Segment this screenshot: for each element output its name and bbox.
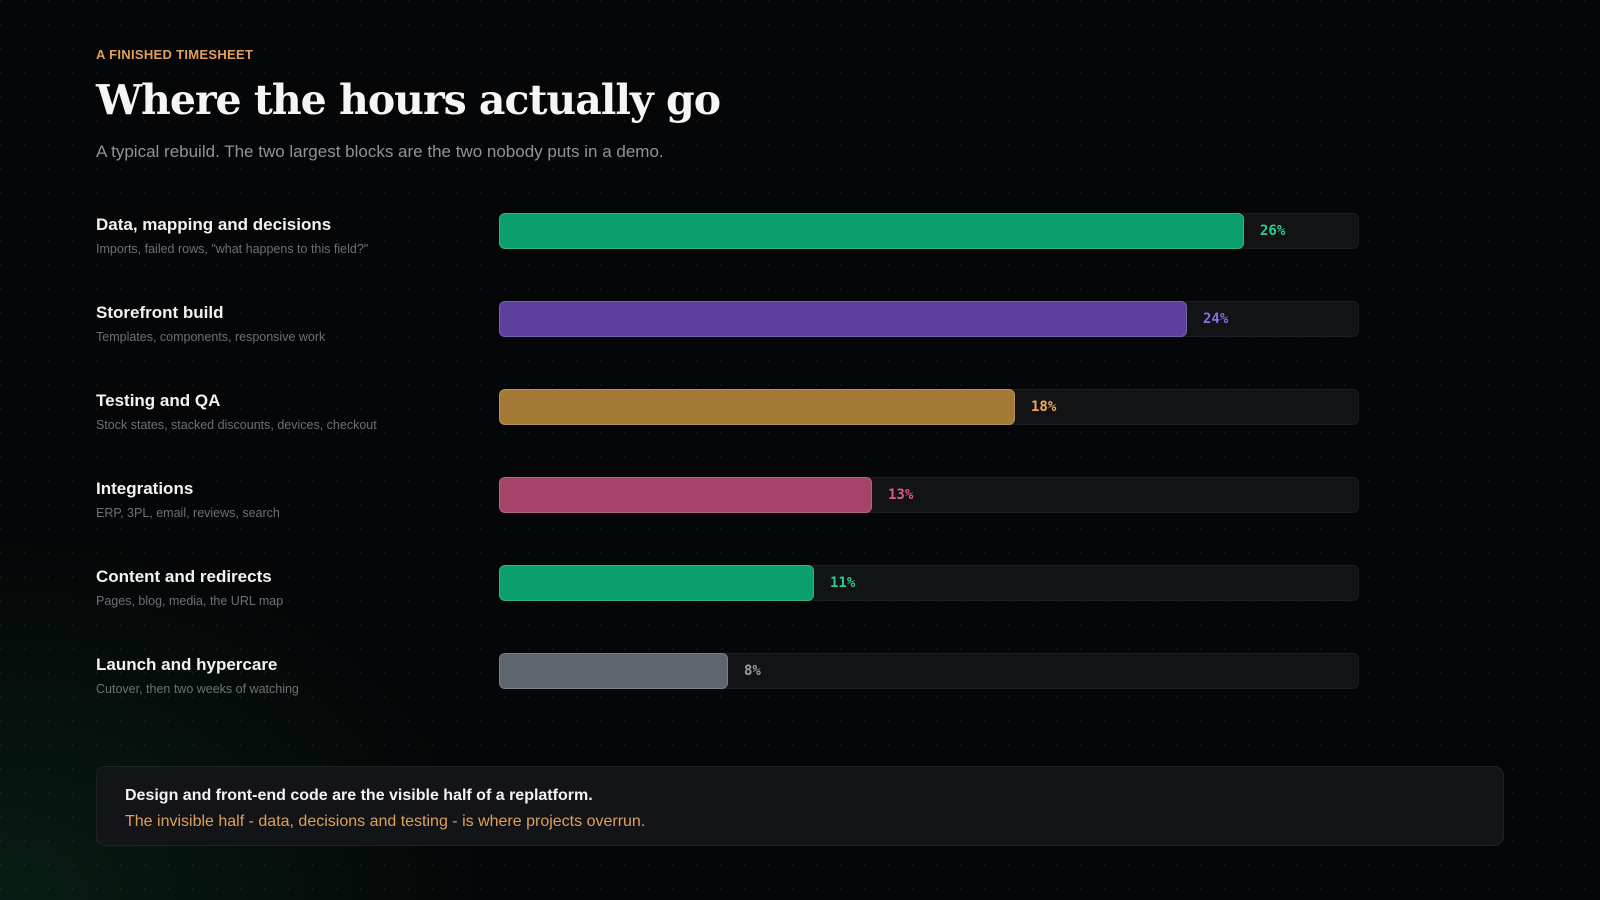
value-label: 11% [830, 575, 856, 591]
category-description: Stock states, stacked discounts, devices… [96, 418, 377, 432]
bar-track: 18% [499, 389, 1359, 425]
callout-detail: The invisible half - data, decisions and… [125, 813, 646, 830]
value-label: 8% [744, 663, 761, 679]
category-description: Imports, failed rows, "what happens to t… [96, 242, 369, 256]
bar [499, 477, 872, 513]
bar [499, 653, 728, 689]
category-label: Integrations [96, 479, 194, 498]
bar-track: 13% [499, 477, 1359, 513]
chart-row: Storefront build Templates, components, r… [96, 300, 1361, 388]
page-subtitle: A typical rebuild. The two largest block… [96, 142, 664, 161]
category-label: Storefront build [96, 303, 224, 322]
callout-box: Design and front-end code are the visibl… [96, 766, 1504, 846]
bar [499, 389, 1015, 425]
bar [499, 213, 1244, 249]
bar-track: 11% [499, 565, 1359, 601]
chart-row: Testing and QA Stock states, stacked disc… [96, 388, 1361, 476]
chart-row: Launch and hypercare Cutover, then two we… [96, 652, 1361, 740]
chart-row: Content and redirects Pages, blog, media,… [96, 564, 1361, 652]
category-label: Content and redirects [96, 567, 272, 586]
value-label: 13% [888, 487, 914, 503]
page-title: Where the hours actually go [96, 76, 721, 124]
callout-headline: Design and front-end code are the visibl… [125, 787, 593, 804]
category-description: ERP, 3PL, email, reviews, search [96, 506, 280, 520]
category-description: Cutover, then two weeks of watching [96, 682, 299, 696]
category-label: Data, mapping and decisions [96, 215, 332, 234]
category-label: Launch and hypercare [96, 655, 278, 674]
value-label: 26% [1260, 223, 1286, 239]
chart-row: Integrations ERP, 3PL, email, reviews, se… [96, 476, 1361, 564]
bar [499, 301, 1187, 337]
category-description: Templates, components, responsive work [96, 330, 326, 344]
eyebrow-label: A FINISHED TIMESHEET [96, 47, 254, 62]
value-label: 24% [1203, 311, 1229, 327]
chart-row: Data, mapping and decisions Imports, fail… [96, 212, 1361, 300]
bar-track: 26% [499, 213, 1359, 249]
category-description: Pages, blog, media, the URL map [96, 594, 284, 608]
value-label: 18% [1031, 399, 1057, 415]
bar-chart: Data, mapping and decisions Imports, fail… [96, 212, 1361, 740]
bar-track: 24% [499, 301, 1359, 337]
bar [499, 565, 814, 601]
category-label: Testing and QA [96, 391, 221, 410]
bar-track: 8% [499, 653, 1359, 689]
